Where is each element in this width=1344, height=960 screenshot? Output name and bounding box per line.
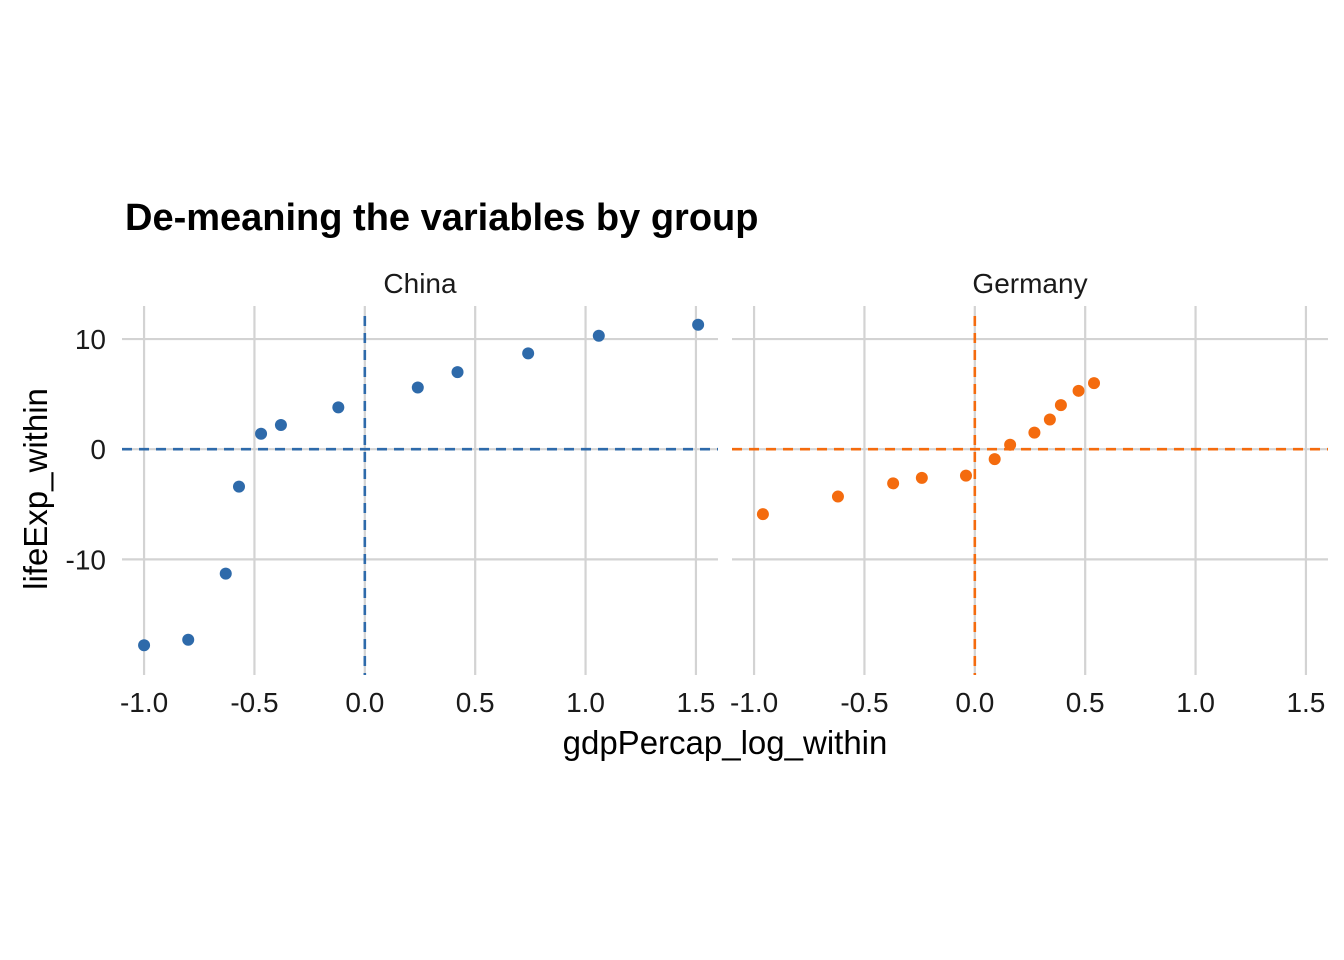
facet-strip-label: China (383, 268, 457, 299)
data-point-germany (1028, 426, 1041, 439)
x-tick-label: 0.5 (456, 687, 495, 718)
data-point-china (138, 639, 151, 652)
data-point-germany (887, 477, 900, 490)
y-axis-title: lifeExp_within (17, 388, 54, 590)
facet-panel-china: China -1.0 -0.5 0.0 0.5 1.0 1.5 (120, 268, 718, 718)
data-point-germany (1072, 384, 1085, 397)
x-tick-label: 1.0 (1176, 687, 1215, 718)
x-tick-label: -0.5 (230, 687, 278, 718)
data-point-china (232, 480, 245, 493)
x-tick-label: 1.5 (1286, 687, 1325, 718)
x-tick-label: 1.5 (676, 687, 715, 718)
y-tick-label: 0 (90, 434, 106, 465)
data-point-germany (1004, 438, 1017, 451)
data-point-china (332, 401, 345, 414)
data-point-china (692, 318, 705, 331)
facet-strip-label: Germany (972, 268, 1087, 299)
y-tick-label: 10 (75, 324, 106, 355)
data-point-germany (988, 453, 1001, 466)
x-tick-label: 0.0 (345, 687, 384, 718)
data-point-germany (1043, 413, 1056, 426)
data-point-germany (756, 508, 769, 521)
data-point-germany (959, 469, 972, 482)
y-tick-label: -10 (66, 544, 106, 575)
data-point-china (182, 633, 195, 646)
data-point-germany (1088, 377, 1101, 390)
x-tick-label: 1.0 (566, 687, 605, 718)
x-tick-label: 0.0 (955, 687, 994, 718)
data-point-china (522, 347, 535, 360)
data-point-germany (831, 490, 844, 503)
data-point-china (411, 381, 424, 394)
x-tick-label: 0.5 (1066, 687, 1105, 718)
data-point-germany (915, 471, 928, 484)
data-point-china (274, 418, 287, 431)
chart-title: De-meaning the variables by group (125, 197, 758, 239)
data-point-china (219, 567, 232, 580)
data-point-china (451, 366, 464, 379)
data-point-china (592, 329, 605, 342)
x-tick-label: -0.5 (840, 687, 888, 718)
facet-panels: 10 0 -10 China -1.0 -0.5 0.0 0.5 1.0 1.5 Germany -1… (66, 268, 1328, 718)
x-tick-label: -1.0 (730, 687, 778, 718)
x-tick-label: -1.0 (120, 687, 168, 718)
facet-panel-germany: Germany -1.0 -0.5 0.0 0.5 1.0 1.5 (730, 268, 1328, 718)
data-point-china (255, 427, 268, 440)
x-axis-title: gdpPercap_log_within (563, 724, 888, 761)
data-point-germany (1054, 399, 1067, 412)
